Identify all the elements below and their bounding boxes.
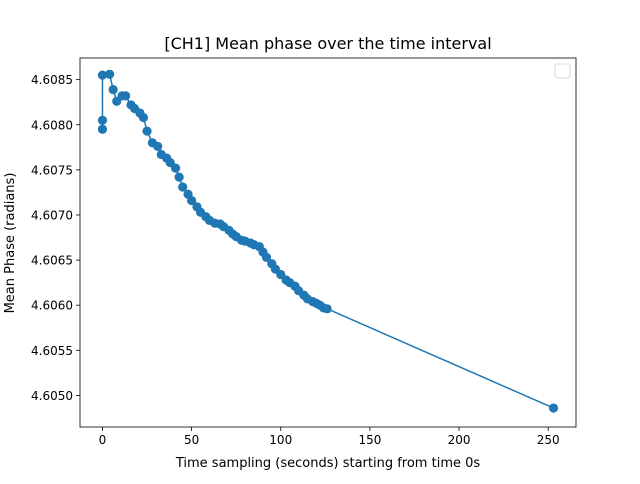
- y-tick-label: 4.6060: [31, 299, 73, 313]
- data-point: [548, 403, 559, 413]
- data-point: [97, 70, 108, 80]
- y-tick-label: 4.6070: [31, 208, 73, 222]
- y-tick-label: 4.6085: [31, 73, 73, 87]
- chart-title: [CH1] Mean phase over the time interval: [164, 34, 491, 53]
- y-tick-label: 4.6080: [31, 118, 73, 132]
- data-point: [97, 115, 108, 125]
- data-point: [170, 163, 181, 173]
- data-point: [121, 91, 131, 101]
- x-tick-label: 100: [269, 433, 292, 447]
- x-tick-label: 0: [99, 433, 107, 447]
- axes-frame: [79, 57, 577, 428]
- y-tick-label: 4.6050: [31, 389, 73, 403]
- data-point: [178, 182, 188, 192]
- data-point: [104, 69, 115, 79]
- legend-box: [554, 63, 571, 79]
- y-tick-label: 4.6055: [31, 344, 73, 358]
- x-tick-label: 50: [184, 433, 199, 447]
- x-axis-label: Time sampling (seconds) starting from ti…: [175, 456, 481, 471]
- y-tick-label: 4.6075: [31, 163, 73, 177]
- data-point: [153, 141, 163, 152]
- data-point: [187, 195, 197, 206]
- x-tick-label: 150: [358, 433, 381, 447]
- plot-area: 0 50 100 150 200 250 4.6050 4.6055 4.6060 4.6065 4…: [31, 57, 577, 447]
- data-point: [142, 126, 152, 136]
- data-point: [97, 124, 108, 134]
- data-point: [261, 252, 272, 262]
- data-point: [174, 172, 184, 182]
- y-tick-label: 4.6065: [31, 254, 73, 268]
- y-axis-label: Mean Phase (radians): [3, 173, 18, 314]
- data-point: [108, 84, 118, 95]
- data-point: [138, 112, 149, 123]
- data-point: [322, 304, 332, 314]
- x-tick-label: 200: [448, 433, 471, 447]
- x-tick-label: 250: [537, 433, 560, 447]
